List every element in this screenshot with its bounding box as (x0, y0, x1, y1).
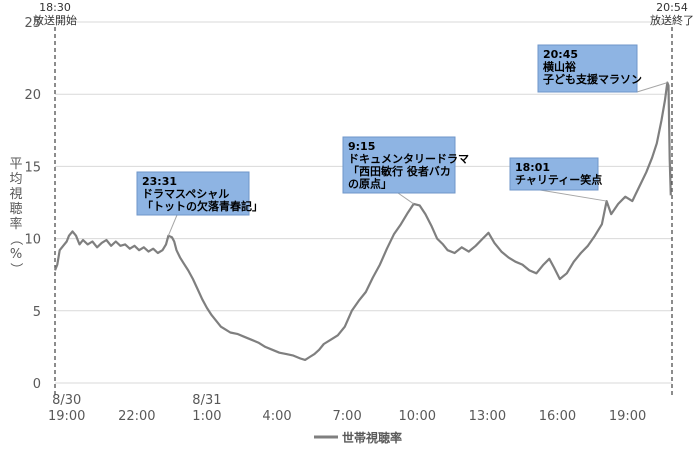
x-tick-label-1: 22:00 (118, 409, 155, 424)
callout-text-3-0: 20:45 (543, 48, 578, 61)
callout-text-2-1: チャリティー笑点 (515, 173, 602, 187)
x-tick-label-4: 7:00 (333, 409, 362, 424)
x-tick-date-0: 8/30 (52, 393, 81, 408)
marker-time-0: 18:30 (39, 1, 71, 14)
gridlines (55, 21, 672, 384)
callout-box-1 (342, 136, 456, 194)
marker-caption-0: 放送開始 (33, 13, 77, 27)
x-tick-label-3: 4:00 (262, 409, 291, 424)
y-label-char-6: % (10, 247, 22, 262)
y-tick-label-25: 25 (24, 16, 41, 31)
y-tick-label-0: 0 (33, 377, 41, 392)
callout-leader-0 (167, 214, 178, 236)
callout-text-1-3: の原点」 (348, 177, 392, 191)
marker-caption-1: 放送終了 (650, 13, 694, 27)
callout-leader-3 (636, 82, 668, 93)
y-tick-label-5: 5 (33, 305, 41, 320)
x-tick-label-2: 1:00 (192, 409, 221, 424)
y-tick-label-20: 20 (24, 88, 41, 103)
callout-leader-1 (397, 192, 415, 205)
series-line-0 (53, 81, 672, 361)
y-label-char-1: 均 (9, 172, 22, 187)
y-label-char-7: ） (8, 262, 23, 275)
x-tick-label-0: 19:00 (48, 409, 85, 424)
callout-box-2 (509, 157, 599, 191)
x-tick-label-7: 16:00 (539, 409, 576, 424)
y-label-char-4: 率 (9, 216, 22, 232)
callout-text-3-2: 子ども支援マラソン (543, 72, 642, 86)
callout-leader-2 (539, 189, 607, 202)
y-tick-label-15: 15 (24, 160, 41, 175)
callout-text-0-1: ドラマスペシャル (142, 188, 229, 201)
y-tick-label-10: 10 (24, 233, 41, 248)
y-label-char-3: 聴 (9, 202, 22, 217)
callout-text-2-0: 18:01 (515, 161, 550, 174)
x-tick-label-5: 10:00 (399, 409, 436, 424)
legend: 世帯視聴率 (314, 430, 402, 445)
callout-text-0-2: 「トットの欠落青春記」 (142, 199, 263, 213)
callout-box-3 (537, 44, 638, 93)
callout-box-0 (136, 171, 250, 216)
y-axis-ticks: 0 5 10 15 20 25 (24, 16, 41, 392)
y-label-char-0: 平 (9, 157, 22, 172)
legend-label: 世帯視聴率 (342, 430, 402, 445)
x-tick-date-2: 8/31 (192, 393, 221, 408)
y-label-char-5: （ (8, 232, 23, 245)
series-lines (53, 81, 672, 361)
callout-text-1-2: 「西田敏行 役者バカ (348, 164, 451, 178)
callout-text-1-1: ドキュメンタリードラマ (348, 153, 469, 166)
marker-time-1: 20:54 (656, 1, 688, 14)
callout-text-0-0: 23:31 (142, 175, 177, 188)
x-tick-label-6: 13:00 (469, 409, 506, 424)
callout-text-1-0: 9:15 (348, 140, 375, 153)
y-label-char-2: 視 (9, 187, 22, 202)
callout-text-3-1: 横山裕 (543, 60, 576, 74)
x-tick-label-8: 19:00 (609, 409, 646, 424)
